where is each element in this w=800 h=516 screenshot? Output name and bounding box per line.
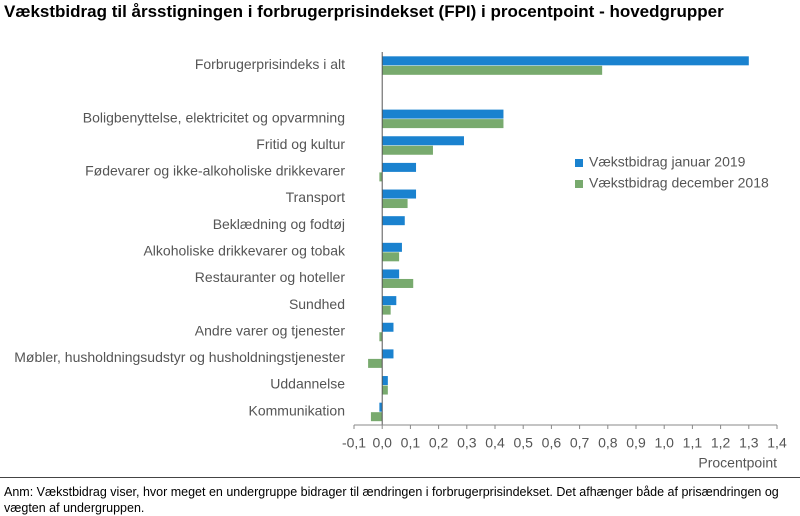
bar (382, 65, 603, 75)
y-tick-label: Fritid og kultur (256, 136, 345, 152)
note: Anm: Vækstbidrag viser, hvor meget en un… (4, 485, 779, 515)
y-tick-label: Kommunikation (249, 402, 346, 418)
y-tick-label: Transport (286, 189, 346, 205)
x-tick-label: 0,5 (513, 435, 533, 451)
separator (0, 477, 800, 478)
bar (382, 242, 402, 252)
bar (382, 109, 504, 119)
bar (382, 216, 405, 226)
x-tick-label: 0,1 (401, 435, 421, 451)
y-tick-label: Sundhed (289, 296, 345, 312)
y-tick-label: Andre varer og tjenester (195, 322, 346, 338)
y-tick-label: Fødevarer og ikke-alkoholiske drikkevare… (85, 163, 345, 179)
x-tick-label: 1,1 (683, 435, 703, 451)
bar (382, 349, 394, 359)
bar (382, 145, 433, 155)
bar (382, 252, 400, 262)
x-tick-label: 0,3 (457, 435, 477, 451)
x-tick-label: 0,4 (485, 435, 505, 451)
y-tick-label: Møbler, husholdningsudstyr og husholdnin… (14, 349, 345, 365)
bar (382, 119, 504, 129)
x-axis-label: Procentpoint (698, 455, 777, 471)
bar (379, 402, 383, 412)
bar (382, 56, 749, 66)
bar (382, 385, 388, 395)
x-tick-label: 1,2 (711, 435, 731, 451)
y-tick-label: Uddannelse (270, 376, 345, 392)
x-tick-label: 0,7 (570, 435, 590, 451)
y-tick-label: Boligbenyttelse, elektricitet og opvarmn… (83, 109, 345, 125)
bar (382, 136, 464, 146)
y-tick-label: Restauranter og hoteller (195, 269, 346, 285)
bar (368, 358, 383, 368)
bar (370, 412, 383, 422)
x-tick-label: 1,4 (767, 435, 787, 451)
bar (382, 305, 391, 315)
legend-label: Vækstbidrag januar 2019 (589, 154, 746, 170)
bar (382, 189, 417, 199)
x-tick-label: 1,3 (739, 435, 759, 451)
y-tick-label: Forbrugerprisindeks i alt (195, 56, 345, 72)
y-tick-label: Alkoholiske drikkevarer og tobak (143, 243, 346, 259)
bar (379, 332, 383, 342)
bar (382, 269, 400, 279)
x-tick-label: 0,8 (598, 435, 618, 451)
chart-title: Vækstbidrag til årsstigningen i forbruge… (4, 2, 724, 21)
bar (382, 322, 394, 332)
y-tick-label: Beklædning og fodtøj (213, 216, 345, 232)
bar (382, 296, 397, 306)
chart: Procentpoint -0,1 0,0 0,1 0,2 0,3 0,4 0,5 0,6 0,… (14, 52, 787, 471)
x-tick-label: 0,9 (626, 435, 646, 451)
bar (382, 199, 408, 209)
x-tick-label: 0,6 (542, 435, 562, 451)
legend-swatch (575, 180, 583, 188)
x-tick-label: 1,0 (654, 435, 674, 451)
x-tick-label: 0,2 (429, 435, 449, 451)
x-tick-label: 0,0 (372, 435, 392, 451)
bar (382, 278, 414, 288)
x-tick-label: -0,1 (342, 435, 366, 451)
bar (382, 162, 417, 172)
legend-label: Vækstbidrag december 2018 (589, 175, 769, 191)
bar (379, 172, 383, 182)
bar (382, 376, 388, 386)
legend-swatch (575, 159, 583, 167)
